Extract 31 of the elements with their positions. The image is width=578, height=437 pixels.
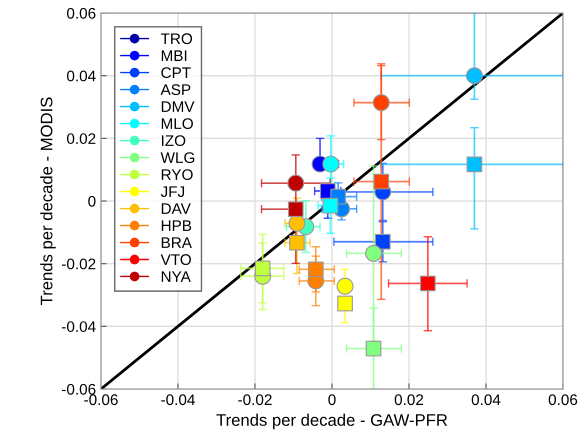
x-axis-title: Trends per decade - GAW-PFR — [216, 414, 448, 430]
x-tick-label: -0.06 — [84, 394, 118, 406]
legend-label: TRO — [160, 33, 192, 44]
legend-label: JFJ — [160, 186, 184, 198]
legend-label: DAV — [162, 203, 191, 214]
legend-label: HPB — [162, 220, 192, 231]
legend-label: BRA — [162, 237, 192, 248]
x-tick-label: 0.04 — [472, 394, 500, 406]
y-tick-label: -0.04 — [62, 321, 96, 332]
legend-label: WLG — [160, 152, 194, 164]
legend-label: RYO — [162, 169, 193, 180]
legend-label: MBI — [162, 50, 186, 61]
legend-label: VTO — [160, 254, 191, 265]
x-tick-label: -0.02 — [238, 394, 272, 406]
y-tick-label: 0.02 — [66, 133, 96, 144]
legend-label: MLO — [162, 118, 193, 130]
x-tick-label: -0.04 — [161, 394, 195, 406]
y-tick-label: -0.02 — [62, 258, 96, 270]
y-tick-label: 0.04 — [66, 70, 96, 82]
y-tick-label: 0.06 — [66, 8, 96, 19]
y-axis-title: Trends per decade - MODIS — [40, 97, 56, 305]
y-tick-label: -0.06 — [62, 384, 96, 395]
x-tick-label: 0.06 — [548, 394, 578, 406]
legend-label: NYA — [162, 271, 191, 282]
x-tick-label: 0 — [328, 394, 336, 406]
legend-label: ASP — [160, 84, 190, 96]
x-tick-label: 0.02 — [394, 394, 424, 406]
legend-label: CPT — [161, 67, 191, 78]
legend-label: DMV — [162, 101, 194, 112]
y-tick-label: 0 — [88, 196, 96, 207]
legend-label: IZO — [162, 135, 186, 146]
